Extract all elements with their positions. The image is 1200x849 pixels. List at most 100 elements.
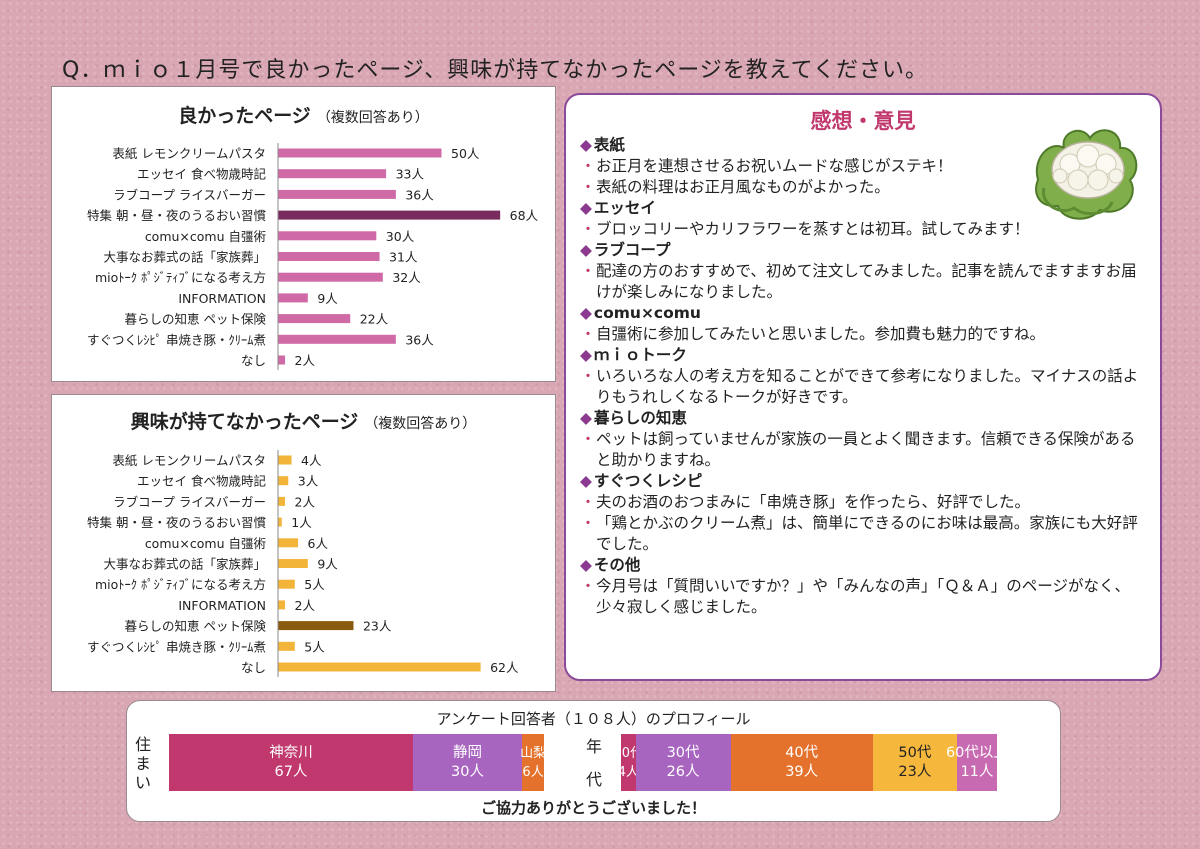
dot-bullet-icon: ・ xyxy=(580,367,596,385)
dot-bullet-icon: ・ xyxy=(580,220,596,238)
age-segment-count: 26人 xyxy=(666,763,700,780)
good-pages-category-label: ラブコープ ライスバーガー xyxy=(113,187,266,202)
age-segment-count: 11人 xyxy=(960,763,994,780)
good-pages-title-text: 良かったページ xyxy=(178,105,311,127)
diamond-bullet-icon: ◆ xyxy=(580,241,592,259)
opinion-item: ・自彊術に参加してみたいと思いました。参加費も魅力的ですね。 xyxy=(580,324,1146,345)
opinion-section-head: ◆ その他 xyxy=(580,555,1146,576)
uninteresting-pages-value-label: 2人 xyxy=(295,494,316,509)
good-pages-bar xyxy=(278,334,396,344)
opinion-item: ・いろいろな人の考え方を知ることができて参考になりました。マイナスの話よりもうれ… xyxy=(580,366,1146,408)
opinion-item: ・夫のお酒のおつまみに「串焼き豚」を作ったら、好評でした。 xyxy=(580,492,1146,513)
opinion-section-title: 暮らしの知恵 xyxy=(593,409,687,427)
opinions-title: 感想・意見 xyxy=(810,109,916,133)
opinion-item: ・ブロッコリーやカリフラワーを蒸すとは初耳。試してみます！ xyxy=(580,219,1146,240)
good-pages-bar xyxy=(278,314,351,324)
good-pages-subtitle: （複数回答あり） xyxy=(316,110,429,126)
uninteresting-pages-category-label: 表紙 レモンクリームパスタ xyxy=(112,453,266,468)
dot-bullet-icon: ・ xyxy=(580,514,596,532)
good-pages-bar xyxy=(278,272,383,282)
good-pages-category-label: 特集 朝・昼・夜のうるおい習慣 xyxy=(87,208,266,223)
opinion-section-head: ◆ comu×comu xyxy=(580,303,1146,324)
opinion-section-title: ｍｉｏトーク xyxy=(593,346,687,364)
residence-label: 住 ま い xyxy=(133,735,153,792)
uninteresting-pages-category-label: INFORMATION xyxy=(178,598,266,613)
uninteresting-pages-category-label: なし xyxy=(241,660,266,675)
residence-bar: 神奈川 67人 静岡 30人 山梨 6人 xyxy=(169,734,547,791)
uninteresting-pages-value-label: 5人 xyxy=(304,577,325,592)
dot-bullet-icon: ・ xyxy=(580,157,596,175)
opinion-section-head: ◆ ｍｉｏトーク xyxy=(580,345,1146,366)
residence-segment-count: 6人 xyxy=(522,764,544,780)
uninteresting-pages-category-label: エッセイ 食べ物歳時記 xyxy=(137,474,266,489)
good-pages-category-label: 表紙 レモンクリームパスタ xyxy=(112,146,266,161)
good-pages-value-label: 36人 xyxy=(405,187,434,202)
opinion-section-title: その他 xyxy=(593,556,641,574)
uninteresting-pages-category-label: ラブコープ ライスバーガー xyxy=(113,494,266,509)
opinion-section-title: comu×comu xyxy=(593,304,701,322)
uninteresting-pages-bar xyxy=(278,476,289,486)
uninteresting-pages-bar xyxy=(278,579,295,589)
good-pages-category-label: エッセイ 食べ物歳時記 xyxy=(137,167,266,182)
opinion-item-text: ペットは飼っていませんが家族の一員とよく聞きます。信頼できる保険があると助かりま… xyxy=(596,430,1136,469)
age-segment: 60代以上 11人 xyxy=(946,734,1008,791)
uninteresting-pages-bar xyxy=(278,538,299,548)
uninteresting-pages-panel: 興味が持てなかったページ （複数回答あり） 表紙 レモンクリームパスタ 4人エッセイ… xyxy=(51,394,556,692)
dot-bullet-icon: ・ xyxy=(580,262,596,280)
uninteresting-pages-category-label: 大事なお葬式の話「家族葬」 xyxy=(103,557,266,572)
uninteresting-pages-value-label: 1人 xyxy=(291,515,312,530)
opinion-section-head: ◆ すぐつくレシピ xyxy=(580,471,1146,492)
opinion-item-text: 夫のお酒のおつまみに「串焼き豚」を作ったら、好評でした。 xyxy=(596,493,1031,511)
good-pages-panel: 良かったページ （複数回答あり） 表紙 レモンクリームパスタ 50人エッセイ 食べ物… xyxy=(51,86,556,382)
uninteresting-pages-category-label: 暮らしの知恵 ペット保険 xyxy=(125,619,267,634)
good-pages-value-label: 50人 xyxy=(451,146,480,161)
good-pages-value-label: 36人 xyxy=(405,332,434,347)
opinion-section-title: エッセイ xyxy=(593,199,656,217)
age-segment-name: 60代以上 xyxy=(945,744,1008,761)
uninteresting-pages-value-label: 3人 xyxy=(298,474,319,489)
residence-segment-name: 神奈川 xyxy=(269,744,313,761)
opinion-item: ・配達の方のおすすめで、初めて注文してみました。記事を読んでますますお届けが楽し… xyxy=(580,261,1146,303)
residence-label-char: ま xyxy=(134,754,151,773)
residence-segment-count: 67人 xyxy=(274,763,308,780)
cauliflower-illustration xyxy=(1035,129,1138,220)
good-pages-bar xyxy=(278,355,286,365)
uninteresting-pages-bar xyxy=(278,455,292,465)
opinion-item-text: 今月号は「質問いいですか？」や「みんなの声」「Ｑ＆Ａ」のページがなく、少々寂しく… xyxy=(596,577,1130,616)
age-segment-name: 30代 xyxy=(666,744,700,761)
diamond-bullet-icon: ◆ xyxy=(580,556,592,574)
uninteresting-pages-title-text: 興味が持てなかったページ xyxy=(130,411,359,433)
good-pages-value-label: 33人 xyxy=(396,167,425,182)
age-segment-name: 50代 xyxy=(898,744,932,761)
dot-bullet-icon: ・ xyxy=(580,577,596,595)
diamond-bullet-icon: ◆ xyxy=(580,346,592,364)
opinion-item: ・今月号は「質問いいですか？」や「みんなの声」「Ｑ＆Ａ」のページがなく、少々寂し… xyxy=(580,576,1146,618)
good-pages-category-label: すぐつくﾚｼﾋﾟ 串焼き豚・ｸﾘｰﾑ煮 xyxy=(87,332,266,347)
good-pages-bar xyxy=(278,210,501,220)
residence-label-char: い xyxy=(134,773,151,792)
opinion-section-title: ラブコープ xyxy=(593,241,671,259)
uninteresting-pages-category-label: 特集 朝・昼・夜のうるおい習慣 xyxy=(87,515,266,530)
uninteresting-pages-bar xyxy=(278,496,286,506)
opinion-item-text: いろいろな人の考え方を知ることができて参考になりました。マイナスの話よりもうれし… xyxy=(596,367,1139,406)
opinions-panel: 感想・意見 ◆ 表紙 ・お正月を連想させるお祝いムードな感じがステキ！ ・表紙の料理は… xyxy=(564,93,1162,681)
uninteresting-pages-value-label: 4人 xyxy=(301,453,322,468)
diamond-bullet-icon: ◆ xyxy=(580,199,592,217)
opinion-item-text: お正月を連想させるお祝いムードな感じがステキ！ xyxy=(596,157,953,175)
dot-bullet-icon: ・ xyxy=(580,430,596,448)
age-label-char: 年 xyxy=(585,737,602,756)
age-segment-count: 4人 xyxy=(617,764,639,780)
opinion-item: ・ペットは飼っていませんが家族の一員とよく聞きます。信頼できる保険があると助かり… xyxy=(580,429,1146,471)
opinion-item-text: 表紙の料理はお正月風なものがよかった。 xyxy=(596,178,890,196)
residence-segment-name: 山梨 xyxy=(520,745,547,761)
good-pages-value-label: 2人 xyxy=(295,353,316,368)
opinion-section-title: 表紙 xyxy=(593,136,625,154)
opinion-section-head: ◆ 表紙 xyxy=(580,135,1146,156)
uninteresting-pages-subtitle: （複数回答あり） xyxy=(364,416,477,432)
survey-question: Q．ｍｉｏ１月号で良かったページ、興味が持てなかったページを教えてください。 xyxy=(62,58,929,83)
opinion-section-head: ◆ 暮らしの知恵 xyxy=(580,408,1146,429)
opinion-section-head: ◆ エッセイ xyxy=(580,198,1146,219)
uninteresting-pages-bar xyxy=(278,662,481,672)
